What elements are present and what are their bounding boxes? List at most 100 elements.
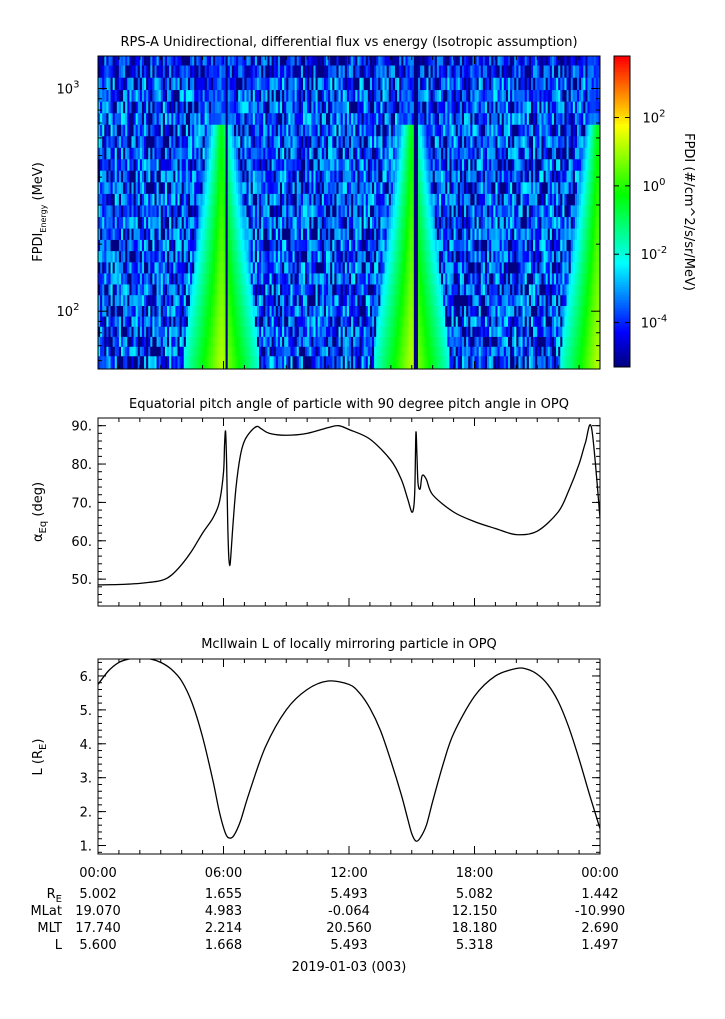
flux-cell: [125, 355, 128, 369]
flux-cell: [338, 346, 342, 357]
flux-cell: [336, 135, 339, 148]
flux-cell: [127, 89, 130, 102]
flux-cell: [363, 355, 367, 369]
flux-cell: [110, 355, 114, 369]
flux-cell: [353, 158, 356, 171]
flux-cell: [305, 182, 308, 194]
flux-cell: [150, 147, 153, 160]
flux-cell: [248, 355, 252, 369]
flux-cell: [361, 239, 365, 252]
flux-cell: [290, 305, 293, 317]
flux-cell: [413, 77, 417, 91]
flux-cell: [426, 346, 429, 357]
flux-cell: [380, 284, 383, 296]
flux-cell: [173, 355, 176, 369]
flux-cell: [302, 124, 306, 137]
flux-cell: [271, 182, 275, 194]
flux-cell: [236, 239, 239, 252]
flux-cell: [110, 284, 114, 296]
flux-cell: [461, 65, 465, 78]
flux-cell: [351, 316, 354, 327]
flux-cell: [256, 89, 260, 102]
flux-cell: [223, 316, 226, 327]
flux-cell: [118, 346, 122, 357]
flux-cell: [466, 124, 469, 137]
flux-cell: [156, 305, 160, 317]
flux-cell: [334, 262, 337, 274]
flux-cell: [190, 284, 193, 296]
flux-cell: [162, 56, 166, 66]
flux-cell: [135, 205, 139, 218]
flux-cell: [336, 262, 339, 274]
flux-cell: [271, 170, 275, 183]
flux-cell: [150, 355, 153, 369]
flux-cell: [451, 336, 454, 347]
flux-cell: [298, 228, 302, 240]
flux-cell: [112, 284, 116, 296]
flux-cell: [221, 262, 224, 274]
flux-cell: [470, 305, 473, 317]
flux-cell: [363, 147, 367, 160]
flux-cell: [252, 216, 256, 229]
flux-cell: [311, 284, 314, 296]
flux-cell: [162, 124, 166, 137]
flux-cell: [190, 305, 193, 317]
flux-cell: [135, 89, 139, 102]
flux-cell: [336, 112, 339, 125]
flux-cell: [392, 216, 396, 229]
flux-cell: [240, 205, 243, 218]
flux-cell: [192, 239, 195, 252]
flux-cell: [215, 284, 218, 296]
flux-cell: [420, 205, 423, 218]
flux-cell: [413, 101, 417, 114]
flux-cell: [378, 158, 381, 171]
flux-cell: [148, 56, 151, 66]
flux-cell: [206, 56, 210, 66]
flux-cell: [238, 355, 241, 369]
flux-cell: [202, 305, 206, 317]
flux-cell: [415, 355, 419, 369]
flux-cell: [171, 193, 174, 206]
flux-cell: [321, 89, 325, 102]
flux-cell: [98, 124, 101, 137]
flux-cell: [363, 124, 367, 137]
flux-cell: [369, 89, 373, 102]
flux-cell: [206, 158, 210, 171]
flux-cell: [363, 89, 367, 102]
flux-cell: [342, 56, 346, 66]
flux-cell: [129, 228, 132, 240]
flux-cell: [181, 336, 185, 347]
flux-cell: [355, 65, 358, 78]
flux-cell: [284, 355, 287, 369]
flux-cell: [351, 205, 354, 218]
flux-cell: [372, 205, 375, 218]
flux-cell: [108, 77, 111, 91]
flux-cell: [298, 326, 302, 337]
flux-cell: [104, 228, 107, 240]
flux-cell: [438, 355, 442, 369]
flux-cell: [332, 305, 335, 317]
flux-cell: [376, 112, 379, 125]
flux-cell: [286, 239, 289, 252]
flux-cell: [152, 326, 155, 337]
flux-cell: [196, 305, 199, 317]
flux-cell: [453, 336, 457, 347]
flux-cell: [238, 346, 241, 357]
flux-cell: [432, 101, 436, 114]
flux-cell: [244, 346, 247, 357]
flux-cell: [261, 193, 264, 206]
flux-cell: [271, 316, 275, 327]
flux-cell: [372, 56, 375, 66]
flux-cell: [355, 239, 358, 252]
flux-cell: [127, 170, 130, 183]
flux-cell: [403, 294, 406, 307]
flux-cell: [131, 228, 134, 240]
flux-cell: [204, 193, 208, 206]
flux-cell: [240, 316, 243, 327]
flux-cell: [231, 336, 235, 347]
flux-cell: [466, 273, 469, 285]
flux-cell: [154, 294, 157, 307]
flux-cell: [102, 158, 105, 171]
flux-cell: [321, 216, 325, 229]
flux-cell: [468, 273, 471, 285]
